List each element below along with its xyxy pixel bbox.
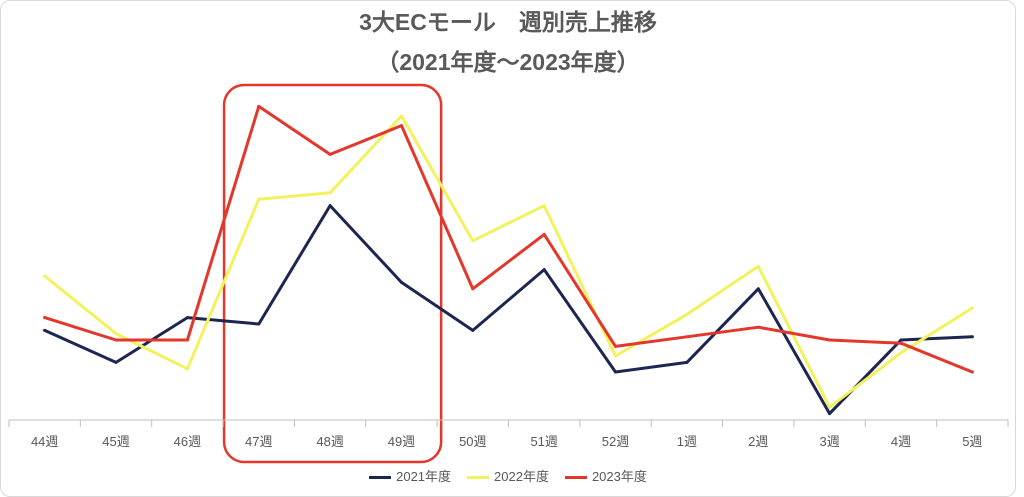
data-point (399, 280, 403, 284)
data-point (114, 338, 118, 342)
x-tick-label: 50週 (459, 434, 486, 449)
x-tick-label: 49週 (388, 434, 415, 449)
data-point (542, 204, 546, 208)
x-tick-label: 46週 (174, 434, 201, 449)
data-point (328, 204, 332, 208)
data-point (614, 344, 618, 348)
data-point (43, 316, 47, 320)
legend-item-2021: 2021年度 (369, 468, 451, 486)
x-tick-label: 44週 (31, 434, 58, 449)
data-point (542, 232, 546, 236)
series-line-2 (43, 114, 974, 409)
data-point (899, 351, 903, 355)
data-point (328, 152, 332, 156)
x-tick-label: 5週 (962, 434, 982, 449)
data-point (828, 405, 832, 409)
data-point (399, 114, 403, 118)
data-point (328, 191, 332, 195)
data-point (471, 239, 475, 243)
data-point (185, 316, 189, 320)
data-point (614, 354, 618, 358)
data-point (257, 197, 261, 201)
legend: 2021年度 2022年度 2023年度 (0, 468, 1016, 486)
legend-item-2022: 2022年度 (467, 468, 549, 486)
x-tick-label: 52週 (602, 434, 629, 449)
data-point (185, 367, 189, 371)
data-point (542, 268, 546, 272)
data-point (114, 360, 118, 364)
x-tick-label: 48週 (316, 434, 343, 449)
data-point (399, 124, 403, 128)
data-point (685, 335, 689, 339)
data-point (899, 338, 903, 342)
data-point (970, 306, 974, 310)
highlight-box (222, 83, 443, 464)
legend-swatch-2023 (564, 475, 587, 479)
data-point (614, 370, 618, 374)
data-point (828, 338, 832, 342)
x-tick-label: 4週 (891, 434, 911, 449)
series-line-3 (43, 104, 974, 374)
chart-title: 3大ECモール 週別売上推移 (359, 9, 657, 35)
x-tick-label: 1週 (677, 434, 697, 449)
legend-label-2021: 2021年度 (396, 469, 452, 484)
data-point (970, 370, 974, 374)
legend-label-2022: 2022年度 (494, 469, 549, 484)
legend-swatch-2021 (369, 475, 392, 479)
chart-subtitle: （2021年度〜2023年度） (376, 49, 640, 75)
data-point (970, 335, 974, 339)
data-point (471, 328, 475, 332)
data-point (756, 264, 760, 268)
legend-item-2023: 2023年度 (564, 468, 647, 486)
data-point (471, 287, 475, 291)
data-point (685, 360, 689, 364)
data-point (43, 328, 47, 332)
data-point (114, 332, 118, 336)
data-point (185, 338, 189, 342)
data-point (685, 312, 689, 316)
data-point (756, 325, 760, 329)
legend-swatch-2022 (467, 475, 490, 479)
x-tick-label: 51週 (530, 434, 557, 449)
data-point (257, 322, 261, 326)
legend-label-2023: 2023年度 (591, 469, 647, 484)
data-point (257, 104, 261, 108)
data-point (43, 274, 47, 278)
x-tick-label: 3週 (819, 434, 839, 449)
x-tick-label: 47週 (245, 434, 272, 449)
series-line-1 (43, 204, 974, 416)
x-tick-label: 45週 (102, 434, 129, 449)
data-point (899, 341, 903, 345)
x-tick-label: 2週 (748, 434, 768, 449)
data-point (756, 287, 760, 291)
data-point (828, 412, 832, 416)
